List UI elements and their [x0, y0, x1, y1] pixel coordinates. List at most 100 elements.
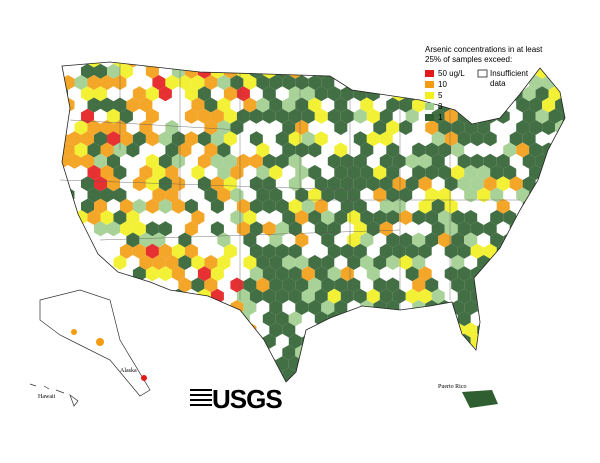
hexagon-cell: [529, 232, 543, 248]
hexagon-cell: [522, 311, 536, 327]
state-lines: [59, 64, 520, 310]
hexagon-cell: [347, 322, 361, 338]
hexagon-cell: [223, 131, 237, 147]
hexagon-cell: [425, 165, 439, 180]
hexagon-cell: [74, 345, 88, 360]
hexagon-cell: [464, 322, 478, 338]
hexagon-cell: [184, 311, 198, 327]
hexagon-cell: [165, 300, 179, 315]
hexagon-cell: [197, 176, 211, 192]
hexagon-cell: [405, 266, 419, 282]
hexagon-cell: [386, 120, 400, 135]
hexagon-cell: [347, 62, 361, 68]
hexagon-cell: [62, 176, 68, 192]
hexagon-cell: [113, 255, 127, 270]
hexagon-cell: [204, 367, 218, 382]
hexagon-cell: [373, 345, 387, 360]
hexagon-cell: [542, 120, 556, 135]
hexagon-cell: [405, 288, 419, 304]
hexagon-cell: [418, 153, 432, 169]
hexagon-cell: [575, 266, 588, 281]
hexagon-cell: [308, 367, 322, 382]
hexagon-cell: [68, 243, 81, 259]
hexagon-cell: [74, 255, 88, 270]
hexagon-cell: [243, 300, 257, 315]
hexagon-cell: [74, 142, 88, 158]
hexagon-cell: [490, 300, 504, 315]
hexagon-cell: [94, 63, 107, 79]
hexagon-cell: [262, 243, 276, 259]
hexagon-cell: [470, 221, 484, 237]
hexagon-cell: [575, 221, 588, 236]
hexagon-cell: [62, 300, 75, 315]
hexagon-cell: [451, 277, 465, 293]
hexagon-cell: [87, 97, 101, 113]
hexagon-cell: [87, 120, 101, 135]
hexagon-cell: [275, 198, 289, 214]
hexagon-cell: [126, 97, 140, 113]
hexagon-cell: [282, 255, 296, 270]
legend-swatch: [425, 92, 434, 99]
hexagon-cell: [373, 210, 387, 225]
hexagon-cell: [275, 288, 289, 304]
hexagon-cell: [412, 142, 426, 158]
hexagon-cell: [418, 311, 432, 327]
hexagon-cell: [457, 266, 471, 282]
hexagon-cell: [353, 198, 367, 214]
hexagon-cell: [308, 142, 322, 158]
hexagon-cell: [204, 75, 218, 90]
hexagon-cell: [282, 277, 296, 293]
hexagon-cell: [81, 63, 94, 79]
hexagon-cell: [496, 176, 510, 192]
place-label: Hawaii: [38, 394, 56, 400]
hexagon-cell: [288, 311, 302, 327]
hexagon-cell: [412, 345, 426, 360]
hexagon-cell: [262, 221, 276, 237]
hexagon-cell: [275, 221, 289, 237]
hexagon-cell: [197, 311, 211, 327]
hexagon-cell: [282, 120, 296, 135]
hexagon-cell: [490, 97, 504, 113]
hexagon-cell: [308, 255, 322, 270]
hexagon-cell: [288, 86, 302, 102]
hexagon-cell: [152, 75, 166, 90]
hexagon-cell: [464, 367, 478, 382]
hexagon-cell: [249, 243, 263, 259]
hexagon-cell: [217, 75, 231, 90]
hexagon-cell: [210, 311, 224, 327]
hexagon-cell: [249, 356, 263, 372]
hexagon-cell: [100, 322, 114, 338]
hexagon-cell: [132, 176, 146, 192]
hexagon-cell: [334, 142, 348, 158]
hexagon-cell: [126, 277, 140, 293]
hexagon-cell: [438, 210, 452, 225]
hexagon-cell: [431, 131, 445, 147]
hexagon-cell: [197, 108, 211, 124]
hexagon-cell: [301, 333, 315, 349]
hexagon-cell: [210, 153, 224, 169]
hexagon-cell: [87, 277, 101, 293]
hexagon-cell: [178, 255, 192, 270]
hexagon-cell: [171, 176, 185, 192]
hexagon-cell: [81, 243, 94, 259]
hexagon-cell: [561, 198, 565, 214]
hexagon-cell: [288, 221, 302, 237]
hexagon-cell: [509, 243, 523, 259]
hexagon-cell: [392, 356, 406, 372]
hexagon-cell: [68, 356, 81, 372]
hexagon-cell: [496, 108, 510, 124]
hexagon-cell: [145, 288, 159, 304]
hexagon-cell: [516, 277, 530, 293]
hexagon-cell: [314, 333, 328, 349]
hexagon-cell: [249, 176, 263, 192]
hexagon-cell: [457, 153, 471, 169]
place-label: Puerto Rico: [438, 384, 467, 390]
legend-swatch: [425, 103, 434, 110]
hexagon-cell: [496, 311, 510, 327]
hexagon-cell: [457, 243, 471, 259]
hexagon-cell: [191, 210, 205, 225]
hexagon-cell: [548, 333, 562, 349]
hexagon-cell: [431, 198, 445, 214]
hexagon-cell: [360, 232, 374, 248]
hexagon-cell: [107, 221, 120, 237]
